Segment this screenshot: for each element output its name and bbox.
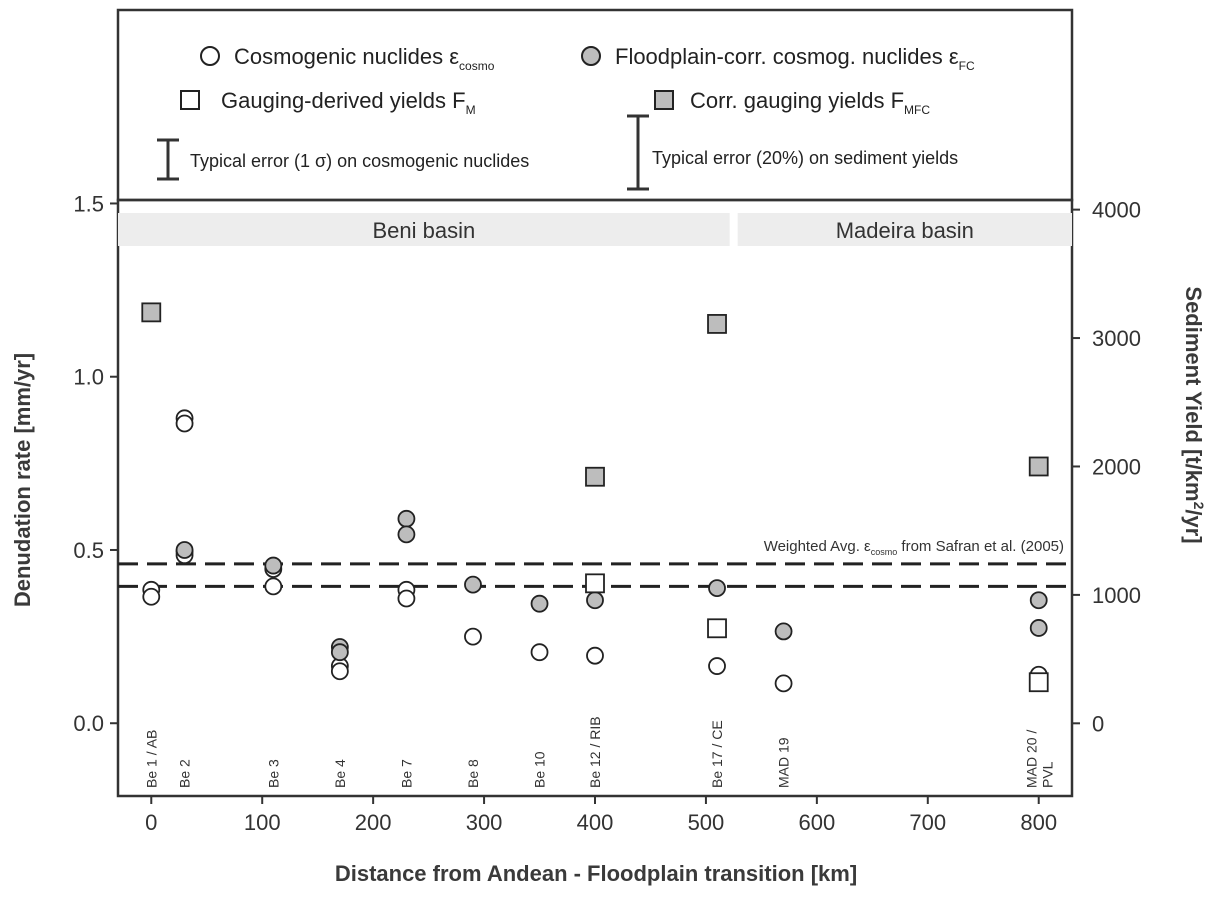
legend-marker-open-square bbox=[180, 90, 200, 110]
y2-tick-label: 4000 bbox=[1092, 198, 1141, 223]
site-label: Be 12 / RIB bbox=[587, 716, 603, 788]
legend-label-floodplain-corr: Floodplain-corr. cosmog. nuclides εFC bbox=[615, 44, 975, 73]
point-filled-circle bbox=[397, 509, 416, 528]
point-open-square bbox=[707, 618, 727, 639]
point-filled-square bbox=[141, 302, 162, 323]
point-filled-circle bbox=[586, 591, 604, 610]
y2-tick-label: 0 bbox=[1092, 711, 1104, 736]
legend-error-cosmo: Typical error (1 σ) on cosmogenic nuclid… bbox=[157, 138, 529, 181]
x-tick-label: 0 bbox=[145, 810, 157, 835]
reference-line-label: Weighted Avg. εcosmo from Safran et al. … bbox=[764, 538, 1064, 557]
x-tick-label: 700 bbox=[909, 810, 946, 835]
legend-marker-filled-circle bbox=[581, 46, 601, 66]
legend-box bbox=[116, 8, 1074, 202]
point-open-circle bbox=[330, 662, 349, 681]
point-open-square bbox=[1028, 672, 1049, 693]
site-label: Be 8 bbox=[465, 759, 481, 788]
plot-frame bbox=[116, 198, 1074, 798]
error-label-cosmo: Typical error (1 σ) on cosmogenic nuclid… bbox=[190, 151, 529, 171]
y2-tick-label: 3000 bbox=[1092, 326, 1141, 351]
point-open-circle bbox=[397, 589, 416, 608]
x-axis: 0 100 200 300 400 500 600 700 800 bbox=[145, 796, 1057, 835]
site-labels: Be 1 / AB Be 2 Be 3 Be 4 Be 7 Be 8 Be 10 Be 12 … bbox=[143, 716, 1055, 788]
point-open-circle bbox=[142, 587, 161, 606]
point-filled-square bbox=[707, 314, 727, 334]
point-open-circle bbox=[264, 577, 283, 596]
point-open-circle bbox=[586, 646, 604, 665]
y-tick-label: 1.0 bbox=[73, 365, 104, 390]
point-filled-circle bbox=[330, 643, 349, 662]
x-tick-label: 500 bbox=[688, 810, 725, 835]
point-filled-circle bbox=[264, 556, 283, 575]
legend-entry-cosmogenic: Cosmogenic nuclides εcosmo bbox=[200, 44, 495, 73]
site-label: Be 1 / AB bbox=[143, 730, 159, 788]
legend-entry-corr-gauging: Corr. gauging yields FMFC bbox=[654, 88, 930, 117]
point-filled-circle bbox=[1029, 591, 1048, 610]
x-tick-label: 800 bbox=[1020, 810, 1057, 835]
y-axis-title: Denudation rate [mm/yr] bbox=[10, 353, 35, 607]
site-label: Be 3 bbox=[265, 759, 281, 788]
site-label: PVL bbox=[1040, 761, 1056, 788]
basin-label: Madeira basin bbox=[836, 218, 974, 243]
legend-entry-gauging: Gauging-derived yields FM bbox=[180, 88, 476, 117]
y-axis-right: 0 1000 2000 3000 4000 bbox=[1072, 198, 1141, 736]
point-open-circle bbox=[175, 414, 194, 433]
point-open-circle bbox=[530, 643, 549, 662]
error-bar-yield-icon bbox=[627, 114, 649, 191]
data-markers bbox=[141, 302, 1049, 693]
point-open-circle bbox=[774, 674, 793, 693]
error-label-yield: Typical error (20%) on sediment yields bbox=[652, 148, 958, 168]
point-open-square bbox=[585, 573, 605, 594]
x-tick-label: 200 bbox=[355, 810, 392, 835]
site-label: Be 4 bbox=[332, 759, 348, 788]
basin-band bbox=[737, 213, 1072, 246]
site-label: Be 10 bbox=[532, 751, 548, 788]
site-label: MAD 19 bbox=[776, 737, 792, 788]
basin-band bbox=[118, 213, 730, 246]
point-filled-circle bbox=[530, 594, 549, 613]
point-filled-square bbox=[585, 466, 605, 487]
point-open-circle bbox=[464, 627, 482, 646]
x-tick-label: 100 bbox=[244, 810, 281, 835]
point-filled-circle bbox=[708, 579, 726, 597]
site-label: MAD 20 / bbox=[1024, 730, 1040, 788]
y2-axis-title: Sediment Yield [t/km2/yr] bbox=[1181, 286, 1207, 543]
point-filled-circle bbox=[1029, 619, 1048, 637]
point-filled-circle bbox=[774, 622, 793, 641]
y-tick-label: 0.5 bbox=[73, 538, 104, 563]
site-label: Be 17 / CE bbox=[709, 720, 725, 788]
y-axis-left: 0.0 0.5 1.0 1.5 bbox=[73, 191, 118, 736]
site-label: Be 7 bbox=[398, 759, 414, 788]
y-tick-label: 0.0 bbox=[73, 711, 104, 736]
y2-tick-label: 2000 bbox=[1092, 454, 1141, 479]
point-filled-circle bbox=[464, 575, 482, 594]
basin-bands: Beni basin Madeira basin bbox=[118, 213, 1072, 246]
legend-entry-floodplain-corr: Floodplain-corr. cosmog. nuclides εFC bbox=[581, 44, 975, 73]
x-tick-label: 400 bbox=[577, 810, 614, 835]
site-label: Be 2 bbox=[177, 759, 193, 788]
legend-marker-filled-square bbox=[654, 90, 674, 110]
error-bar-cosmo-icon bbox=[157, 138, 179, 181]
point-filled-circle bbox=[397, 525, 416, 544]
point-open-circle bbox=[708, 657, 726, 675]
basin-label: Beni basin bbox=[372, 218, 475, 243]
point-filled-circle bbox=[175, 541, 194, 559]
y2-tick-label: 1000 bbox=[1092, 583, 1141, 608]
legend-marker-open-circle bbox=[200, 46, 220, 66]
point-filled-square bbox=[1028, 456, 1049, 477]
x-tick-label: 600 bbox=[799, 810, 836, 835]
legend-label-cosmogenic: Cosmogenic nuclides εcosmo bbox=[234, 44, 495, 73]
x-axis-title: Distance from Andean - Floodplain transi… bbox=[335, 861, 857, 886]
legend-error-yield: Typical error (20%) on sediment yields bbox=[627, 114, 958, 191]
y-tick-label: 1.5 bbox=[73, 191, 104, 216]
legend-label-gauging: Gauging-derived yields FM bbox=[221, 88, 476, 117]
legend-label-corr-gauging: Corr. gauging yields FMFC bbox=[690, 88, 930, 117]
x-tick-label: 300 bbox=[466, 810, 503, 835]
